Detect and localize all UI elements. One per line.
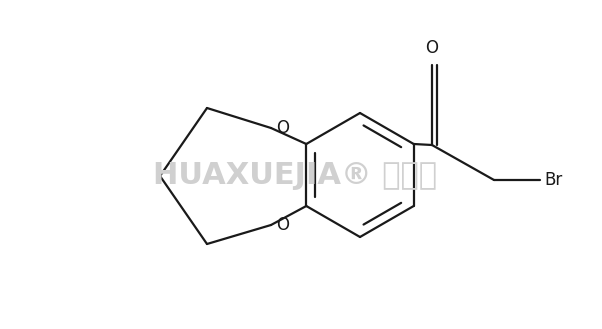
- Text: O: O: [276, 216, 289, 234]
- Text: Br: Br: [544, 171, 562, 189]
- Text: O: O: [426, 39, 438, 57]
- Text: HUAXUEJIA® 化学加: HUAXUEJIA® 化学加: [153, 161, 437, 190]
- Text: O: O: [276, 119, 289, 137]
